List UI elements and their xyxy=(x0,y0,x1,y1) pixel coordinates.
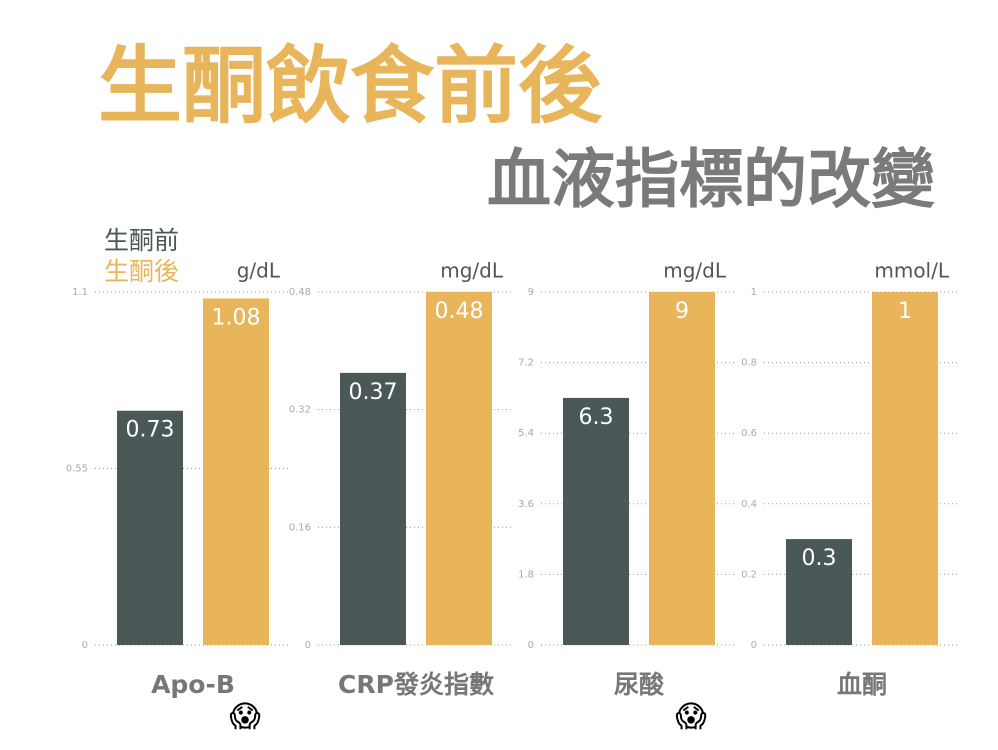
category-label: CRP發炎指數 xyxy=(338,670,494,699)
category-label: 血酮 xyxy=(837,670,887,699)
value-label: 0.3 xyxy=(802,546,837,571)
y-tick-label: 5.4 xyxy=(518,428,534,439)
bar xyxy=(117,410,183,645)
y-tick-label: 0.4 xyxy=(741,499,757,510)
value-label: 0.48 xyxy=(435,299,484,324)
annotation: 😱 xyxy=(675,700,706,735)
y-tick-label: 0 xyxy=(82,640,88,651)
value-label: 1.08 xyxy=(212,305,261,330)
bar xyxy=(203,298,269,645)
unit-label: g/dL xyxy=(237,259,281,283)
bar xyxy=(872,292,938,645)
bar xyxy=(340,372,406,645)
y-tick-label: 0 xyxy=(305,640,311,651)
title: 生酮飲食前後 xyxy=(98,37,603,135)
unit-label: mmol/L xyxy=(874,259,949,283)
bar xyxy=(563,397,629,645)
y-tick-label: 0 xyxy=(751,640,757,651)
bar xyxy=(426,292,492,645)
y-tick-label: 0.2 xyxy=(741,569,757,580)
y-tick-label: 0.8 xyxy=(741,358,757,369)
y-tick-label: 1.1 xyxy=(72,287,88,298)
subtitle: 血液指標的改變 xyxy=(487,144,935,218)
y-tick-label: 0.32 xyxy=(289,405,311,416)
y-tick-label: 0.16 xyxy=(289,522,311,533)
bar xyxy=(649,292,715,645)
value-label: 0.37 xyxy=(349,380,398,405)
value-label: 6.3 xyxy=(579,405,614,430)
y-tick-label: 9 xyxy=(528,287,534,298)
y-tick-label: 0.6 xyxy=(741,428,757,439)
value-label: 1 xyxy=(898,299,912,324)
y-tick-label: 3.6 xyxy=(518,499,534,510)
legend-entry: 生酮前 xyxy=(104,226,179,255)
category-label: Apo-B xyxy=(151,670,235,699)
annotation: 😱 xyxy=(229,700,260,735)
unit-label: mg/dL xyxy=(440,259,504,283)
y-tick-label: 7.2 xyxy=(518,358,534,369)
unit-label: mg/dL xyxy=(663,259,727,283)
bar xyxy=(786,539,852,645)
category-label: 尿酸 xyxy=(614,670,665,699)
y-tick-label: 1.8 xyxy=(518,569,534,580)
y-tick-label: 0.48 xyxy=(289,287,311,298)
value-label: 9 xyxy=(675,299,689,324)
y-tick-label: 1 xyxy=(751,287,757,298)
value-label: 0.73 xyxy=(126,418,175,443)
y-tick-label: 0 xyxy=(528,640,534,651)
y-tick-label: 0.55 xyxy=(66,464,88,475)
legend-entry: 生酮後 xyxy=(104,257,179,286)
